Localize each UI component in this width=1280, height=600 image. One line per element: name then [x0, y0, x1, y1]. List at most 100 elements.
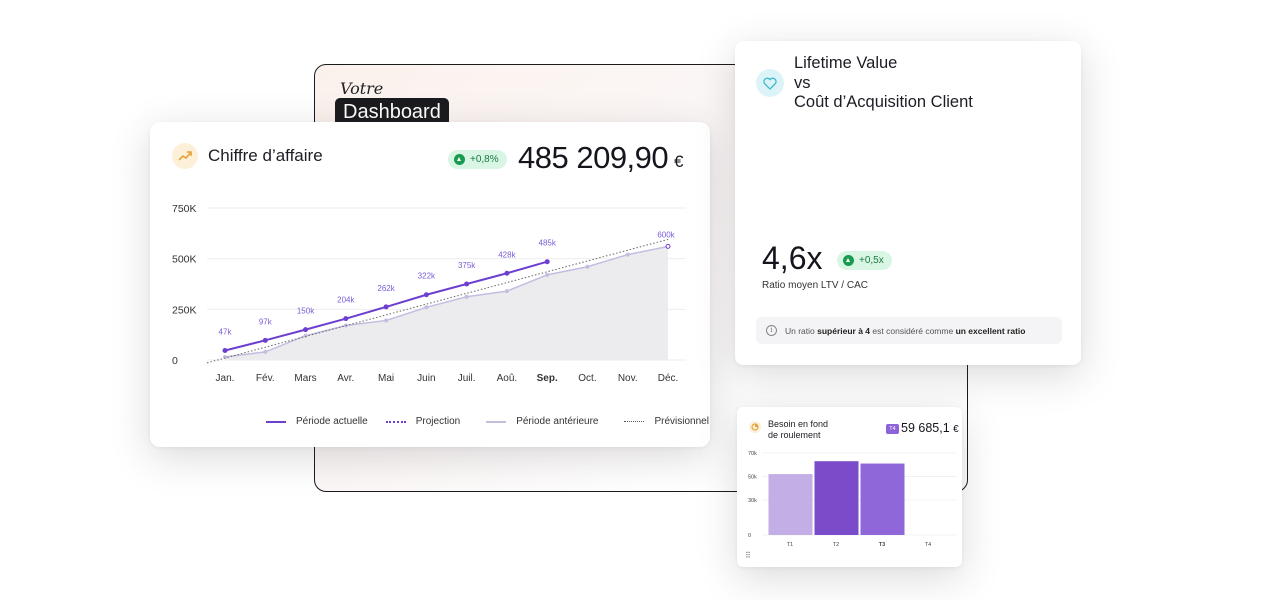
working-capital-card[interactable]: Besoin en fond de roulement T4 59 685,1 … [737, 407, 962, 567]
current-period-point [303, 327, 309, 333]
y-tick-label: 30k [748, 498, 757, 504]
data-label: 47k [219, 327, 233, 336]
previous-period-point [424, 305, 429, 310]
arrow-up-icon [454, 154, 465, 165]
dashboard-heading-votre: Votre [340, 79, 384, 98]
y-tick-label: 500K [172, 254, 197, 266]
current-period-point [544, 259, 550, 265]
ltv-growth-value: +0,5x [859, 255, 884, 266]
working-capital-bar-chart: 70k 50k 30k 0 T1 T2 T3 T4 [748, 451, 957, 548]
current-period-point [504, 270, 510, 276]
info-text-part: est considéré comme [870, 325, 956, 336]
current-period-point [423, 292, 429, 298]
legend-swatch-projection [385, 420, 406, 423]
y-tick-label: 70k [748, 451, 757, 457]
bar [768, 474, 813, 535]
ltv-subtitle: Ratio moyen LTV / CAC [762, 280, 868, 291]
bfr-value-number: 59 685,1 [901, 421, 950, 435]
dashboard-heading: Dashboard [335, 98, 449, 126]
pie-icon [749, 421, 761, 433]
legend-swatch-previous [486, 420, 507, 423]
y-tick-label: 0 [172, 355, 178, 367]
x-tick-label: T2 [833, 542, 839, 548]
x-tick-label: Oct. [578, 373, 596, 384]
legend-current: Période actuelle [296, 416, 368, 427]
x-tick-label: Juil. [458, 373, 476, 384]
working-capital-title: Besoin en fond de roulement [768, 419, 848, 440]
revenue-currency: € [674, 152, 684, 171]
revenue-line-chart: 750K 500K 250K 0 47k 97k 150k 204k 262k 322k 375k 4… [172, 203, 686, 384]
info-text-part: Un ratio [785, 325, 818, 336]
x-tick-label: Mai [378, 373, 394, 384]
revenue-growth-value: +0,8% [470, 154, 499, 165]
data-label: 322k [418, 272, 436, 281]
x-tick-label: Mars [294, 373, 316, 384]
x-tick-label: Juin [417, 373, 435, 384]
x-tick-label: T3 [879, 542, 885, 548]
ltv-cac-card[interactable]: Lifetime Value vs Coût d’Acquisition Cli… [735, 41, 1081, 365]
y-tick-label: 50k [748, 474, 757, 480]
quarter-tag: T4 [886, 424, 899, 434]
bfr-title-line: Besoin en fond [768, 419, 829, 429]
drag-handle-icon[interactable]: ⠿ [745, 551, 751, 560]
info-icon: i [766, 325, 777, 336]
legend-previous: Période antérieure [516, 416, 599, 427]
legend-swatch-current [266, 420, 286, 423]
previous-period-point [464, 294, 469, 299]
data-label: 375k [458, 261, 476, 270]
x-tick-label: Déc. [658, 373, 679, 384]
chart-legend: Période actuelle Projection Période anté… [266, 416, 709, 427]
bfr-currency: € [953, 424, 959, 435]
data-label: 97k [259, 317, 273, 326]
ltv-title: Lifetime Value vs Coût d’Acquisition Cli… [794, 54, 973, 113]
y-tick-label: 750K [172, 203, 197, 215]
ltv-title-line: vs [794, 73, 811, 92]
working-capital-value: 59 685,1 € [901, 421, 959, 435]
legend-forecast: Prévisionnel [654, 416, 709, 427]
bar [860, 463, 905, 535]
legend-swatch-forecast [624, 421, 645, 422]
current-period-point [222, 347, 228, 353]
x-tick-label: Avr. [337, 373, 354, 384]
ltv-info-box: i Un ratio supérieur à 4 est considéré c… [756, 317, 1062, 344]
current-period-point [464, 281, 470, 287]
previous-period-point [303, 333, 308, 338]
previous-period-point [545, 272, 550, 277]
previous-period-point [625, 252, 630, 257]
previous-period-point [263, 349, 268, 354]
bfr-title-line: de roulement [768, 429, 821, 440]
info-text-strong: un excellent ratio [955, 325, 1026, 336]
revenue-value: 485 209,90 [518, 140, 669, 175]
revenue-growth-badge: +0,8% [448, 150, 507, 169]
legend-projection: Projection [415, 416, 461, 427]
data-label: 204k [337, 296, 355, 305]
ltv-ratio-value: 4,6x [762, 240, 823, 276]
x-tick-label: T4 [925, 542, 931, 548]
current-period-point [343, 316, 349, 322]
revenue-title: Chiffre d’affaire [208, 146, 323, 165]
x-tick-label: Fév. [256, 373, 275, 384]
ltv-growth-badge: +0,5x [837, 251, 892, 270]
ltv-title-line: Lifetime Value [794, 54, 898, 72]
forecast-line [206, 238, 669, 364]
current-period-point [383, 304, 389, 310]
current-period-point [262, 337, 268, 343]
x-tick-label: Sep. [537, 373, 558, 384]
data-label: 428k [498, 250, 516, 259]
revenue-card[interactable]: Chiffre d’affaire +0,8% 485 209,90 € 750… [150, 122, 710, 447]
previous-period-point [585, 264, 590, 269]
projection-point [665, 243, 671, 249]
bar [814, 461, 859, 535]
data-label: 485k [539, 239, 557, 248]
y-tick-label: 0 [748, 533, 751, 539]
data-label: 600k [657, 230, 675, 239]
x-tick-label: T1 [787, 542, 793, 548]
ltv-info-text: Un ratio supérieur à 4 est considéré com… [785, 326, 1025, 336]
arrow-up-icon [843, 255, 854, 266]
heart-icon [756, 69, 784, 97]
ltv-title-line: Coût d’Acquisition Client [794, 93, 973, 111]
previous-period-area [225, 246, 668, 360]
x-tick-label: Aoû. [497, 373, 518, 384]
data-label: 262k [377, 284, 395, 293]
y-tick-label: 250K [172, 304, 197, 316]
